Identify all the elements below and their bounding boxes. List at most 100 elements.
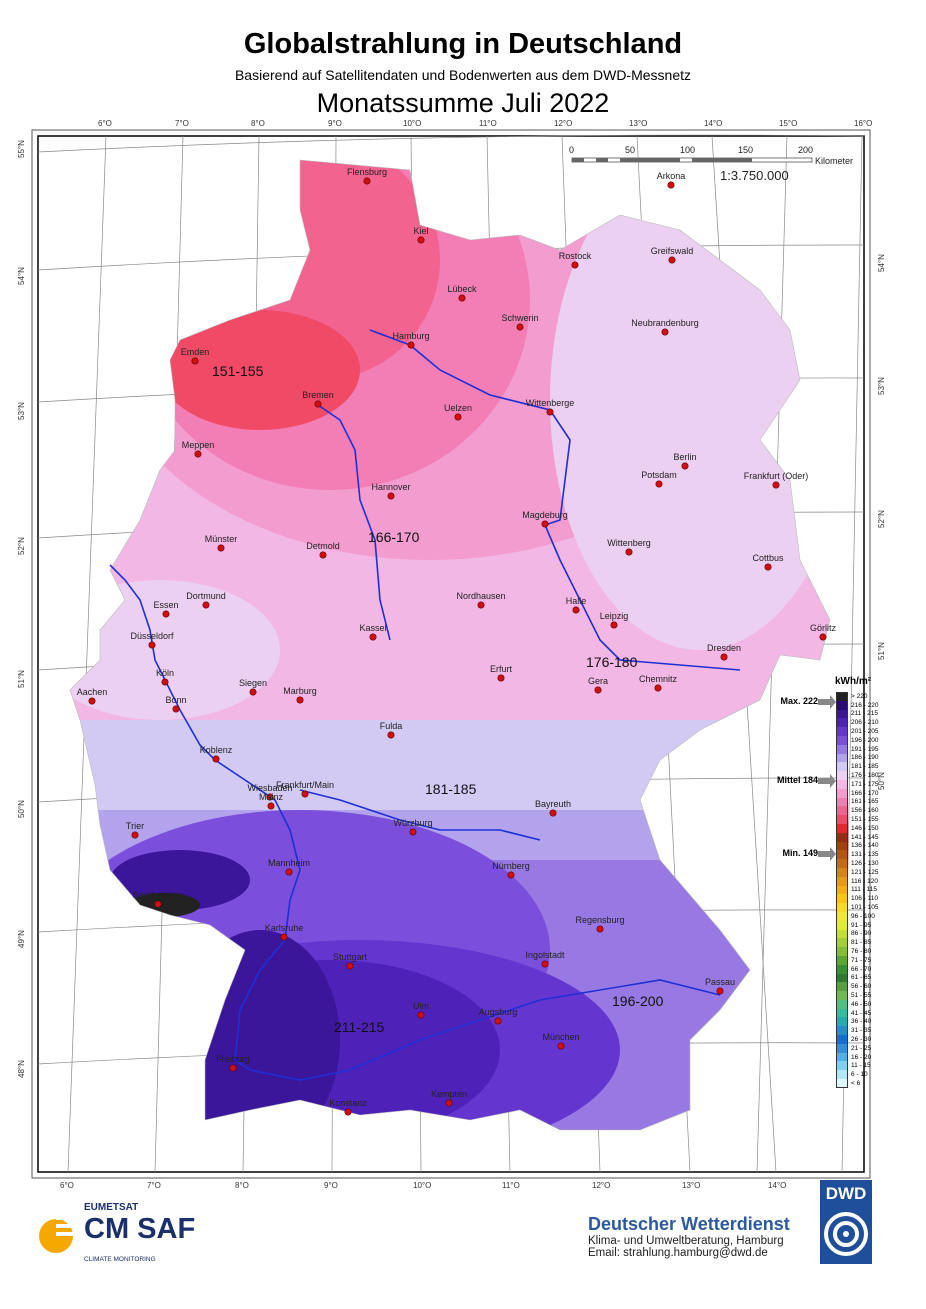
grid-label: 50°N xyxy=(877,772,886,790)
cmsaf-org: EUMETSAT xyxy=(84,1202,139,1213)
legend-row: 26 - 30 xyxy=(836,1035,916,1044)
city-marker xyxy=(716,987,724,995)
legend-swatch xyxy=(836,1026,848,1036)
city-marker xyxy=(546,408,554,416)
map-subtitle: Basierend auf Satellitendaten und Bodenw… xyxy=(234,67,692,83)
legend-label: 166 - 170 xyxy=(851,789,879,797)
legend-row: 96 - 100 xyxy=(836,911,916,921)
dwd-logo: DWD xyxy=(820,1180,872,1264)
city-label: Berlin xyxy=(673,452,696,462)
legend-swatch xyxy=(836,938,848,948)
city-label: Mannheim xyxy=(268,858,310,868)
legend-swatch xyxy=(836,982,848,992)
legend-row: 181 - 185 xyxy=(836,762,916,772)
grid-label: 16°O xyxy=(854,119,872,128)
legend-label: 161 - 165 xyxy=(851,798,879,806)
city-label: Nürnberg xyxy=(492,861,530,871)
legend-label: > 220 xyxy=(851,692,868,700)
legend-row: 156 - 160 xyxy=(836,806,916,816)
city-marker xyxy=(217,544,225,552)
city-label: Koblenz xyxy=(200,745,233,755)
grid-label: 9°O xyxy=(324,1181,338,1190)
city-marker xyxy=(417,1011,425,1019)
zone-label: 196-200 xyxy=(612,993,664,1009)
legend-row: 196 - 200 xyxy=(836,735,916,745)
city-label: Frankfurt (Oder) xyxy=(744,471,809,481)
city-marker xyxy=(549,809,557,817)
city-label: Arkona xyxy=(657,171,686,181)
legend-row: 216 - 220 xyxy=(836,700,916,710)
legend-swatch xyxy=(836,850,848,860)
svg-text:150: 150 xyxy=(738,145,753,155)
grid-label: 52°N xyxy=(17,537,26,555)
city-marker xyxy=(407,341,415,349)
city-label: Neubrandenburg xyxy=(631,318,699,328)
legend-min-marker: Min. 149 xyxy=(782,848,818,858)
legend-row: 101 - 105 xyxy=(836,903,916,912)
legend-label: 81 - 85 xyxy=(851,939,872,947)
legend-row: 116 - 120 xyxy=(836,876,916,886)
city-label: Saarbrücken xyxy=(132,890,183,900)
cmsaf-sun-icon xyxy=(39,1216,84,1253)
legend-label: 106 - 110 xyxy=(851,895,878,903)
legend-swatch xyxy=(836,859,848,868)
legend-swatch xyxy=(836,709,848,719)
legend-swatch xyxy=(836,1052,848,1062)
legend-row: 11 - 15 xyxy=(836,1061,916,1071)
city-marker xyxy=(172,705,180,713)
city-label: Freiburg xyxy=(216,1054,250,1064)
legend-row: 91 - 95 xyxy=(836,920,916,930)
grid-labels: 6°O 7°O 8°O 9°O 10°O 11°O 12°O 13°O 14°O 15°O 16°O… xyxy=(17,119,886,1190)
city-marker xyxy=(387,731,395,739)
svg-text:Kilometer: Kilometer xyxy=(815,156,853,166)
city-marker xyxy=(369,633,377,641)
legend-swatch xyxy=(836,894,848,904)
city-marker xyxy=(387,492,395,500)
legend-row: 211 - 215 xyxy=(836,709,916,719)
city-label: Erfurt xyxy=(490,664,513,674)
legend-row: 66 - 70 xyxy=(836,964,916,974)
germany-outline xyxy=(69,159,831,1131)
arrow-icon xyxy=(818,774,836,788)
legend-label: 131 - 135 xyxy=(851,851,879,859)
city-marker xyxy=(655,480,663,488)
legend-row: 136 - 140 xyxy=(836,841,916,851)
city-marker xyxy=(154,900,162,908)
city-marker xyxy=(162,610,170,618)
city-label: Lübeck xyxy=(447,284,477,294)
legend-label: 76 - 80 xyxy=(851,948,872,955)
legend-row: 151 - 155 xyxy=(836,815,916,824)
legend-swatch xyxy=(836,991,848,1000)
grid-label: 48°N xyxy=(17,1060,26,1078)
legend-arrows xyxy=(818,695,836,861)
city-marker xyxy=(458,294,466,302)
grid-label: 53°N xyxy=(17,402,26,420)
legend-swatch xyxy=(836,753,848,763)
city-label: Bayreuth xyxy=(535,799,571,809)
city-marker xyxy=(541,520,549,528)
legend-label: 116 - 120 xyxy=(851,877,878,885)
legend-row: 106 - 110 xyxy=(836,894,916,904)
city-marker xyxy=(477,601,485,609)
city-marker xyxy=(772,481,780,489)
legend-max-marker: Max. 222 xyxy=(780,696,818,706)
legend-label: 51 - 55 xyxy=(851,991,872,999)
legend-swatch xyxy=(836,867,848,877)
legend-row: 61 - 65 xyxy=(836,973,916,983)
city-label: Passau xyxy=(705,977,735,987)
legend-label: 26 - 30 xyxy=(851,1035,872,1043)
city-label: Wittenberg xyxy=(607,538,651,548)
grid-label: 12°O xyxy=(592,1181,610,1190)
legend-swatch xyxy=(836,1043,848,1053)
legend-row: 176 - 180 xyxy=(836,771,916,780)
dwd-credit: Deutscher Wetterdienst Klima- und Umwelt… xyxy=(588,1214,823,1259)
grid-label: 11°O xyxy=(502,1181,520,1190)
cmsaf-name: CM SAF xyxy=(84,1213,196,1245)
city-marker xyxy=(148,641,156,649)
grid-label: 14°O xyxy=(768,1181,786,1190)
legend: > 220 216 - 220 211 - 215 206 - 210 201 - 20… xyxy=(836,692,916,1088)
legend-label: 91 - 95 xyxy=(851,921,872,929)
legend-swatch xyxy=(836,771,848,780)
city-marker xyxy=(764,563,772,571)
legend-label: 141 - 145 xyxy=(851,833,879,841)
